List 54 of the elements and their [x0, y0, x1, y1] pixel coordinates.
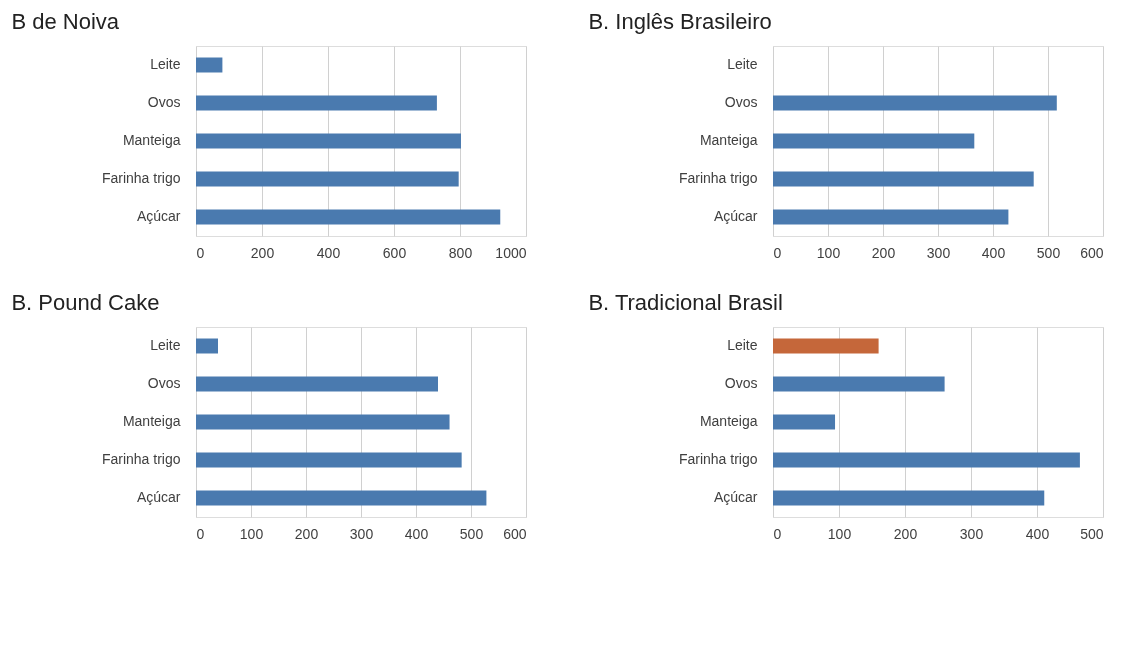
chart-title: B. Tradicional Brasil — [588, 290, 783, 315]
bar — [773, 95, 1057, 111]
y-tick-label: Ovos — [147, 375, 181, 391]
y-tick-label: Leite — [150, 337, 181, 353]
y-tick-label: Manteiga — [122, 132, 181, 148]
x-tick-label: 0 — [196, 525, 205, 542]
x-tick-label: 200 — [871, 244, 896, 261]
y-tick-label: Manteiga — [699, 413, 758, 429]
y-tick-label: Açúcar — [136, 208, 181, 224]
x-tick-label: 400 — [981, 244, 1006, 261]
x-tick-label: 200 — [250, 244, 275, 261]
x-tick-label: 0 — [773, 525, 782, 542]
y-tick-label: Manteiga — [122, 413, 181, 429]
x-tick-label: 500 — [1036, 244, 1061, 261]
chart-title: B de Noiva — [11, 9, 120, 34]
x-tick-label: 100 — [827, 525, 852, 542]
x-tick-label: 1000 — [495, 244, 527, 261]
y-tick-label: Manteiga — [699, 132, 758, 148]
x-tick-label: 500 — [459, 525, 484, 542]
y-tick-label: Açúcar — [136, 489, 181, 505]
bar — [773, 209, 1009, 225]
x-tick-label: 100 — [239, 525, 264, 542]
x-tick-label: 800 — [448, 244, 473, 261]
y-tick-label: Farinha trigo — [101, 170, 181, 186]
y-tick-label: Açúcar — [713, 208, 758, 224]
x-tick-label: 300 — [349, 525, 374, 542]
y-tick-label: Ovos — [147, 94, 181, 110]
y-tick-label: Farinha trigo — [678, 170, 758, 186]
x-tick-label: 300 — [926, 244, 951, 261]
x-tick-label: 100 — [816, 244, 841, 261]
x-tick-label: 400 — [1025, 525, 1050, 542]
y-tick-label: Açúcar — [713, 489, 758, 505]
x-tick-label: 200 — [294, 525, 319, 542]
y-tick-label: Leite — [727, 337, 758, 353]
y-tick-label: Farinha trigo — [678, 451, 758, 467]
y-tick-label: Ovos — [724, 94, 758, 110]
x-tick-label: 400 — [404, 525, 429, 542]
y-tick-label: Leite — [150, 56, 181, 72]
y-tick-label: Ovos — [724, 375, 758, 391]
x-tick-label: 0 — [773, 244, 782, 261]
x-tick-label: 600 — [503, 525, 527, 542]
x-tick-label: 600 — [382, 244, 407, 261]
y-tick-label: Leite — [727, 56, 758, 72]
x-tick-label: 500 — [1080, 525, 1104, 542]
bar — [773, 171, 1034, 187]
chart-title: B. Pound Cake — [11, 290, 160, 315]
x-tick-label: 300 — [959, 525, 984, 542]
x-tick-label: 600 — [1080, 244, 1104, 261]
x-tick-label: 0 — [196, 244, 205, 261]
x-tick-label: 200 — [893, 525, 918, 542]
bar — [773, 133, 975, 149]
x-tick-label: 400 — [316, 244, 341, 261]
chart-title: B. Inglês Brasileiro — [588, 9, 772, 34]
y-tick-label: Farinha trigo — [101, 451, 181, 467]
